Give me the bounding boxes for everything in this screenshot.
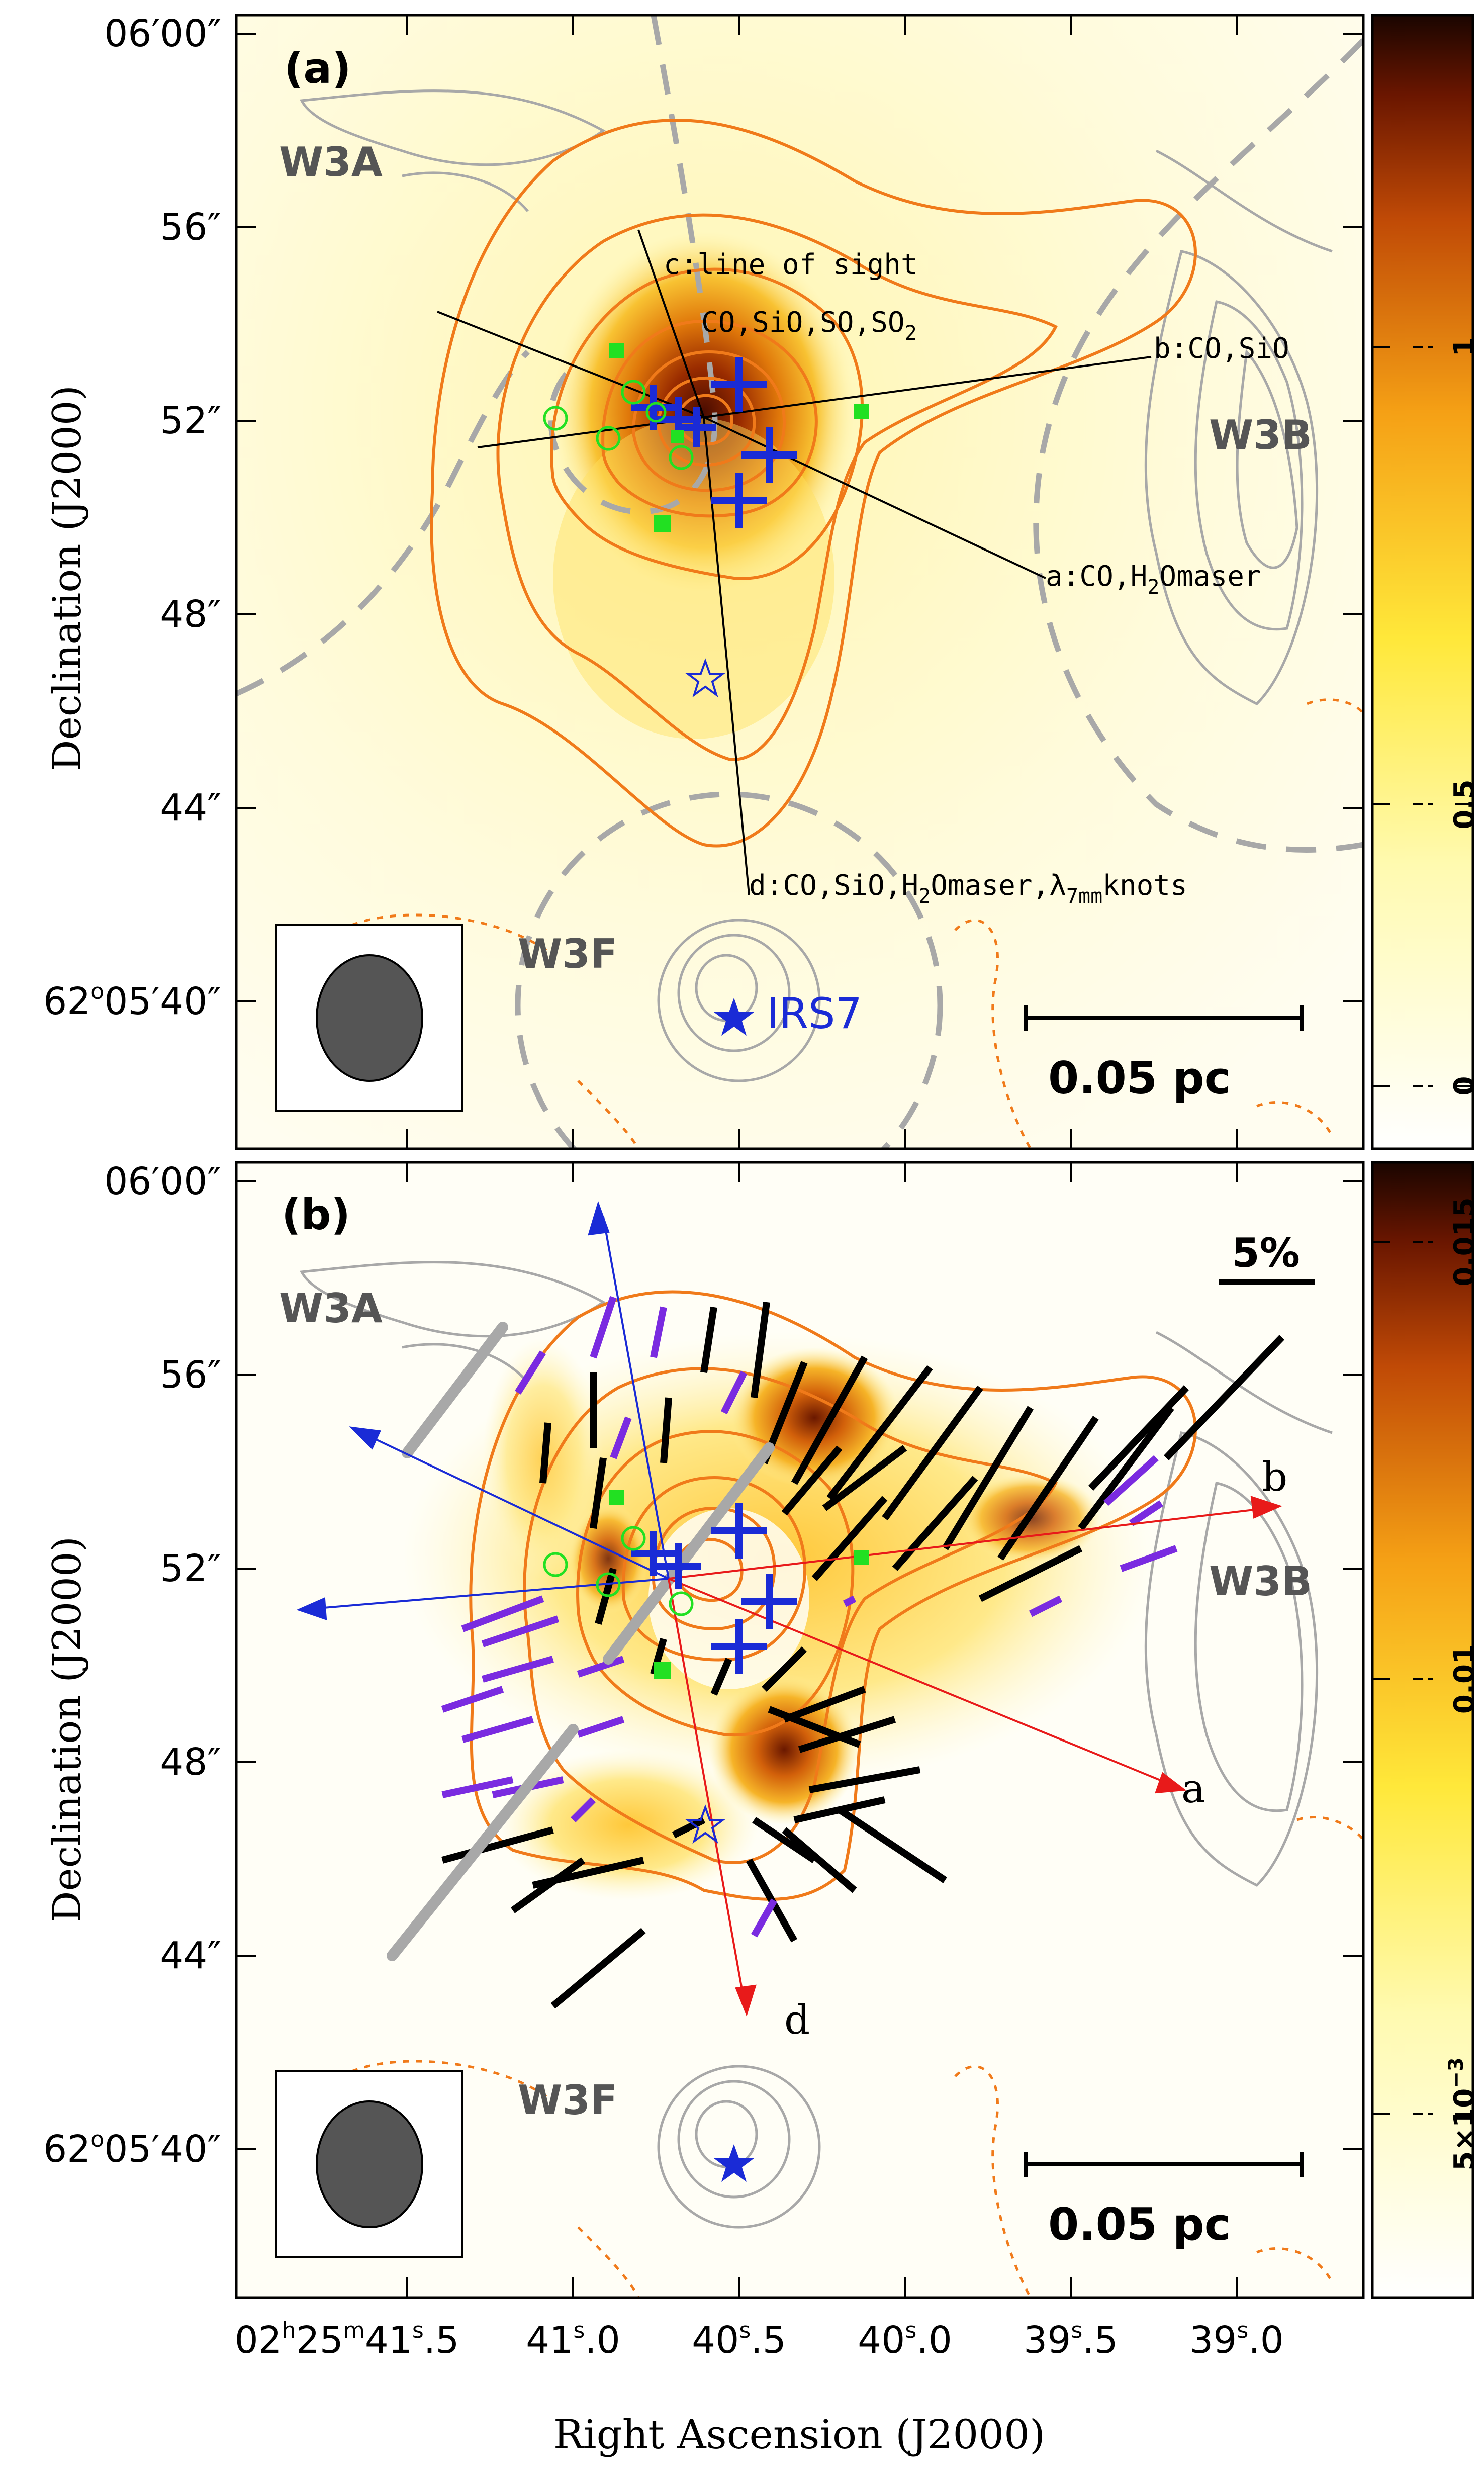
- x-tick-0: 02h25m41s.5: [235, 2318, 459, 2362]
- y-tick-bottom-3: 48″: [160, 1741, 221, 1784]
- x-axis-label: Right Ascension (J2000): [553, 2411, 1045, 2458]
- y-axis-label-top: Declination (J2000): [45, 385, 90, 771]
- x-tick-2: 40s.5: [692, 2318, 786, 2362]
- y-tick-top-1: 56″: [160, 206, 221, 249]
- panel-b-open-star: [685, 1804, 726, 1844]
- panel-b-frame: [235, 1161, 1365, 2299]
- panel-b: (b) W3A W3B W3F 5% 0.05 pc a b d 0.015 0…: [235, 1161, 1481, 2299]
- panel-a-frame: [235, 14, 1365, 1150]
- colorbar-a-tick-1: 1: [1448, 337, 1481, 357]
- panel-a-scalebar-label: 0.05 pc: [1048, 1052, 1231, 1104]
- panel-b-pi-sw: [498, 1750, 759, 1900]
- panel-b-orange-dotted-contours: [351, 1816, 1363, 2298]
- panel-b-region-w3a-label: W3A: [279, 1285, 383, 1332]
- open-star-marker: [685, 658, 726, 698]
- panel-a-ticks: [236, 15, 1363, 1149]
- green-square-markers: [609, 343, 869, 532]
- panel-a-orange-dotted-contours: [351, 698, 1363, 1149]
- colorbar-b-tick-0015: 0.015: [1448, 1197, 1481, 1286]
- arrow-a-label: a: [1181, 1765, 1205, 1812]
- panel-a-label: (a): [284, 44, 351, 93]
- panel-a-colorbar-ticks: [1372, 346, 1473, 1087]
- panel-a-colorbar: [1371, 14, 1474, 1150]
- y-tick-bottom-2: 52″: [160, 1547, 221, 1590]
- y-axis-label-bottom: Declination (J2000): [45, 1536, 90, 1922]
- panel-a-gray-contours: [300, 89, 1333, 1082]
- panel-a-dust-core: [553, 231, 855, 593]
- panel-b-blue-arrows: [296, 1201, 670, 1620]
- panel-b-scalebar: [1024, 2152, 1304, 2177]
- arrow-d-label: d: [784, 1996, 810, 2043]
- green-circle-markers: [543, 380, 694, 470]
- panel-b-region-w3f-label: W3F: [518, 2077, 618, 2124]
- colorbar-b-tick-001: 0.01: [1448, 1644, 1481, 1714]
- y-tick-top-0: 06′00″: [104, 12, 221, 55]
- y-tick-bottom-4: 44″: [160, 1934, 221, 1977]
- y-tick-bottom-1: 56″: [160, 1353, 221, 1397]
- panel-a: (a) W3A W3B W3F IRS7 0.05 pc c:line of s…: [235, 14, 1481, 1150]
- panel-b-region-w3b-label: W3B: [1209, 1558, 1312, 1605]
- y-tick-bottom-5: 62o05′40″: [43, 2127, 221, 2171]
- panel-a-orange-contours: [430, 119, 1197, 848]
- y-tick-top-3: 48″: [160, 593, 221, 636]
- panel-b-label: (b): [282, 1190, 350, 1239]
- outflow-c-species-label: CO,SiO,SO,SO2: [701, 306, 917, 345]
- y-tick-top-2: 52″: [160, 399, 221, 442]
- colorbar-a-tick-05: 0.5: [1448, 779, 1481, 829]
- region-w3a-label: W3A: [279, 139, 383, 186]
- region-w3b-label: W3B: [1209, 412, 1312, 459]
- panel-b-red-arrows: [668, 1496, 1282, 2017]
- panel-b-ticks: [236, 1162, 1363, 2298]
- y-tick-bottom-0: 06′00″: [104, 1160, 221, 1203]
- x-tick-1: 41s.0: [526, 2318, 620, 2362]
- colorbar-a-tick-0: 0: [1448, 1076, 1481, 1096]
- outflow-a-label: a:CO,H2Omaser: [1046, 560, 1261, 599]
- panel-b-gray-segments: [387, 1322, 775, 1961]
- panel-b-colorbar-ticks: [1372, 1241, 1473, 2115]
- panel-b-vector-scale-label: 5%: [1232, 1230, 1300, 1276]
- panel-b-green-circles: [543, 1526, 694, 1616]
- x-tick-4: 39s.5: [1024, 2318, 1118, 2362]
- colorbar-b-tick-5e-3: 5×10−3: [1445, 2057, 1481, 2170]
- outflow-b-label: b:CO,SiO: [1154, 332, 1289, 365]
- outflow-c-label: c:line of sight: [664, 248, 918, 281]
- x-tick-3: 40s.0: [858, 2318, 952, 2362]
- panel-b-green-squares: [609, 1490, 869, 1679]
- panel-a-gray-dashed-contours: [236, 15, 1363, 1149]
- panel-b-blue-crosses: [631, 1503, 797, 1674]
- panel-a-scalebar: [1024, 1005, 1304, 1031]
- region-w3f-label: W3F: [518, 931, 618, 977]
- x-tick-5: 39s.0: [1189, 2318, 1284, 2362]
- irs7-label: IRS7: [767, 989, 862, 1038]
- y-tick-top-4: 44″: [160, 786, 221, 830]
- panel-a-dust-extension: [553, 417, 834, 739]
- irs7-star-icon: [714, 998, 754, 1036]
- arrow-b-label: b: [1262, 1453, 1287, 1500]
- y-tick-labels-bottom: 06′00″ 56″ 52″ 48″ 44″ 62o05′40″: [43, 1160, 221, 2171]
- outflow-d-label: d:CO,SiO,H2Omaser,λ7mmknots: [749, 869, 1187, 908]
- panel-b-colorbar: [1371, 1161, 1474, 2299]
- panel-a-beam-ellipse: [316, 954, 423, 1082]
- panel-b-markers: [543, 1490, 869, 2182]
- y-tick-labels-top: 06′00″ 56″ 52″ 48″ 44″ 62o05′40″: [43, 12, 221, 1023]
- panel-b-irs7-star-icon: [714, 2144, 754, 2182]
- panel-b-beam-ellipse: [316, 2100, 423, 2228]
- panel-b-scalebar-label: 0.05 pc: [1048, 2199, 1231, 2250]
- y-tick-top-5: 62o05′40″: [43, 979, 221, 1023]
- panel-a-markers: [543, 343, 869, 1036]
- x-tick-labels: 02h25m41s.5 41s.0 40s.5 40s.0 39s.5 39s.…: [235, 2318, 1284, 2362]
